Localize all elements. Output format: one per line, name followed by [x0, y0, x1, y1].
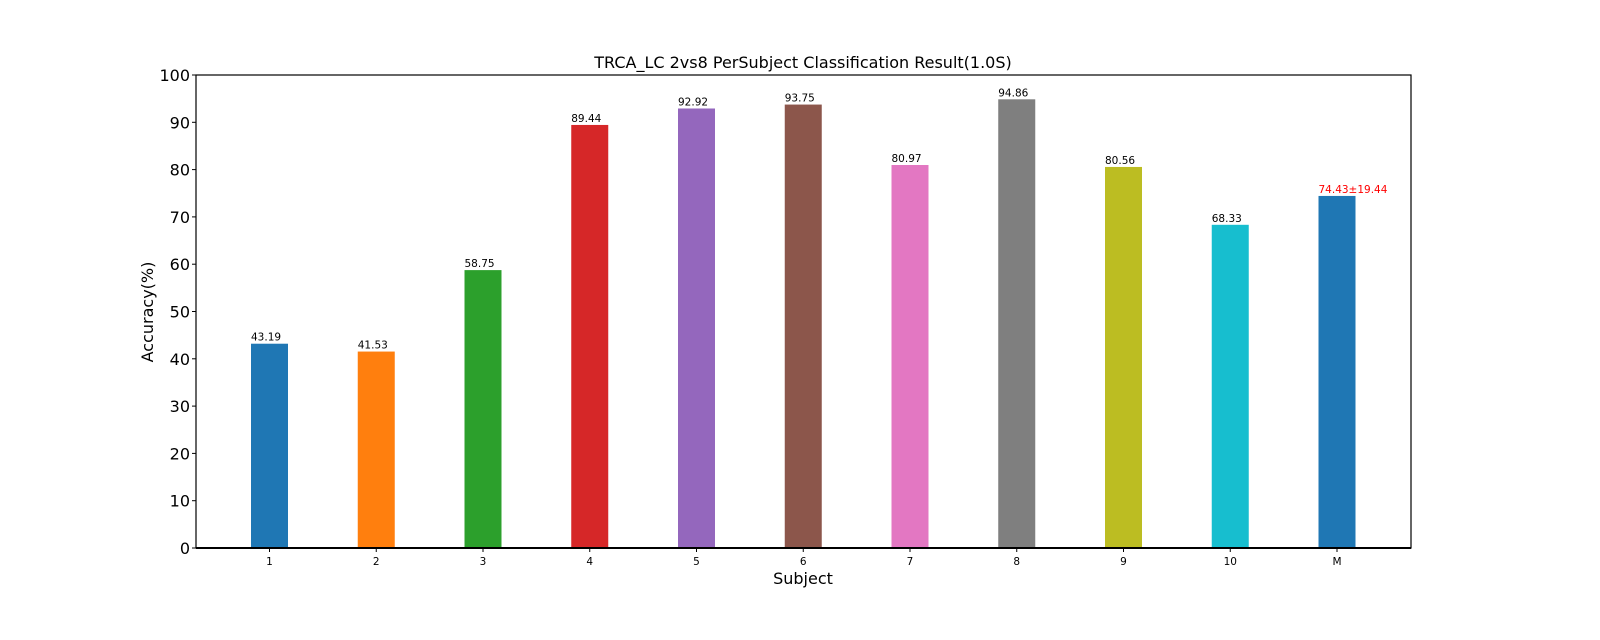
bar-M	[1318, 195, 1356, 548]
x-tick-label-4: 4	[586, 556, 593, 568]
bar-value-label-5: 92.92	[678, 96, 708, 108]
bar-value-label-M: 74.43±19.44	[1319, 184, 1388, 196]
x-axis: 1 2 3 4 5 6 7 8 9 10 M	[266, 548, 1342, 568]
x-tick-label-M: M	[1332, 556, 1341, 568]
bar-3	[464, 270, 502, 548]
chart-title: TRCA_LC 2vs8 PerSubject Classification R…	[593, 53, 1012, 73]
y-tick-label-90: 90	[170, 113, 190, 132]
y-tick-label-100: 100	[159, 66, 190, 85]
bar-value-label-9: 80.56	[1105, 155, 1135, 167]
x-tick-label-8: 8	[1013, 556, 1020, 568]
y-tick-label-40: 40	[170, 350, 190, 369]
y-tick-label-70: 70	[170, 208, 190, 227]
bar-value-label-8: 94.86	[998, 87, 1028, 99]
x-tick-label-10: 10	[1224, 556, 1237, 568]
y-tick-label-80: 80	[170, 161, 190, 180]
bar-value-label-2: 41.53	[358, 340, 388, 352]
bar-labels-group: 43.19 41.53 58.75 89.44 92.92 93.75 80.97 94.86…	[251, 87, 1388, 351]
x-tick-label-3: 3	[480, 556, 487, 568]
y-tick-label-0: 0	[180, 539, 190, 558]
bar-9	[1105, 166, 1142, 548]
bar-value-label-6: 93.75	[785, 93, 815, 105]
bar-6	[784, 104, 822, 548]
bar-1	[251, 343, 288, 548]
bar-value-label-3: 58.75	[465, 258, 495, 270]
y-tick-label-60: 60	[170, 255, 190, 274]
bar-value-label-7: 80.97	[892, 153, 922, 165]
bar-7	[891, 165, 929, 548]
x-tick-label-1: 1	[266, 556, 273, 568]
bar-10	[1211, 224, 1249, 549]
y-tick-label-30: 30	[170, 397, 190, 416]
bar-value-label-1: 43.19	[251, 332, 281, 344]
bar-5	[678, 108, 715, 549]
x-tick-label-7: 7	[907, 556, 914, 568]
y-axis: 0 10 20 30 40 50 60 70 80 90 100	[159, 66, 196, 558]
bar-8	[998, 99, 1036, 548]
bars-group	[251, 99, 1356, 549]
bar-2	[357, 351, 395, 548]
x-axis-label: Subject	[773, 569, 833, 588]
x-tick-label-5: 5	[693, 556, 700, 568]
x-tick-label-6: 6	[800, 556, 807, 568]
y-axis-label: Accuracy(%)	[138, 262, 157, 363]
bar-value-label-4: 89.44	[571, 113, 601, 125]
y-tick-label-20: 20	[170, 444, 190, 463]
x-tick-label-9: 9	[1120, 556, 1127, 568]
y-tick-label-10: 10	[170, 492, 190, 511]
bar-value-label-10: 68.33	[1212, 213, 1242, 225]
y-tick-label-50: 50	[170, 303, 190, 322]
x-tick-label-2: 2	[373, 556, 380, 568]
bar-4	[571, 124, 609, 548]
